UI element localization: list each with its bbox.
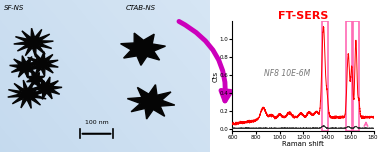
Bar	[353, 21, 359, 131]
Polygon shape	[26, 73, 45, 86]
Polygon shape	[14, 28, 53, 57]
Bar	[322, 21, 328, 131]
Text: NF8 10E-6M: NF8 10E-6M	[264, 69, 311, 78]
Polygon shape	[121, 33, 166, 65]
Polygon shape	[9, 56, 41, 78]
Text: SF-NS: SF-NS	[4, 5, 25, 10]
Y-axis label: Cts: Cts	[212, 70, 218, 82]
Text: CTAB-NS: CTAB-NS	[126, 5, 156, 10]
Text: 100 nm: 100 nm	[85, 120, 108, 125]
Bar	[347, 21, 352, 131]
Polygon shape	[127, 85, 175, 119]
Polygon shape	[25, 52, 58, 76]
X-axis label: Raman shift: Raman shift	[282, 141, 324, 147]
Polygon shape	[30, 77, 62, 99]
Polygon shape	[8, 80, 47, 108]
FancyArrowPatch shape	[179, 21, 231, 101]
Title: FT-SERS: FT-SERS	[278, 10, 328, 21]
